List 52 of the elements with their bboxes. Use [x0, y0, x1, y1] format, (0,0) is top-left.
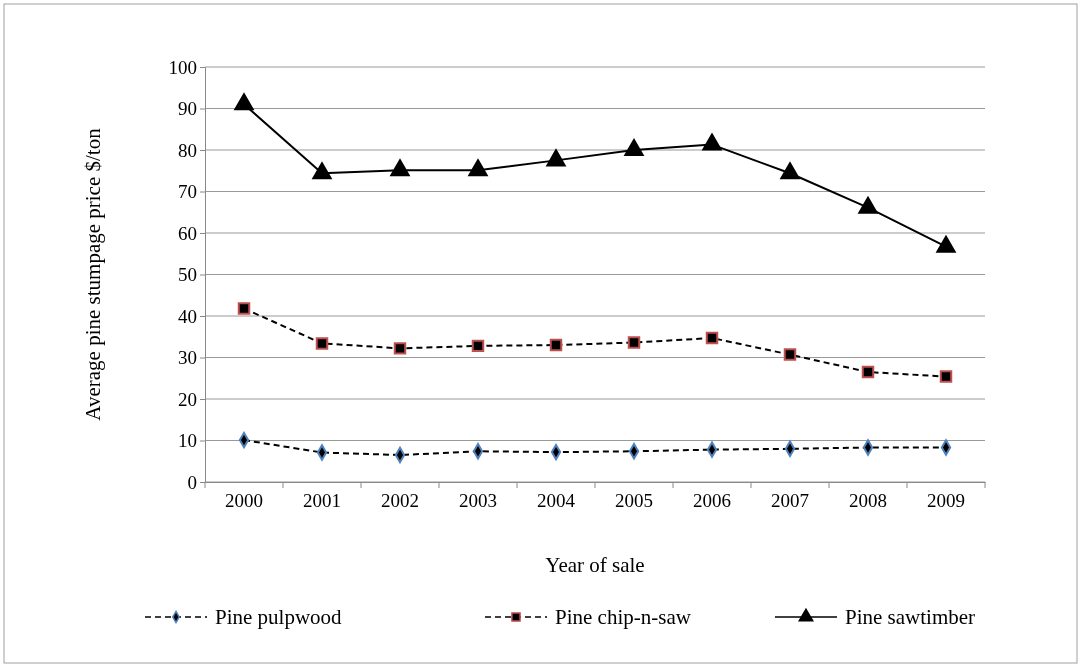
point	[862, 439, 874, 456]
y-tick-label: 90	[178, 98, 197, 120]
legend-label: Pine pulpwood	[215, 605, 343, 629]
point	[237, 302, 251, 315]
point	[312, 162, 332, 180]
x-tick-label: 2005	[615, 490, 653, 512]
y-tick-label: 0	[187, 471, 197, 493]
point	[468, 159, 488, 177]
point	[315, 337, 329, 350]
point	[234, 93, 254, 111]
y-tick-label: 20	[178, 388, 197, 410]
point	[471, 339, 485, 353]
x-tick-label: 2004	[537, 490, 576, 512]
y-tick-label: 100	[168, 56, 197, 78]
y-tick-label: 70	[178, 181, 197, 203]
point	[780, 162, 800, 180]
point	[627, 336, 641, 349]
x-tick-label: 2008	[849, 490, 887, 512]
point	[390, 159, 410, 177]
x-tick-label: 2002	[381, 490, 419, 512]
point	[706, 441, 718, 458]
point	[316, 444, 328, 461]
y-tick-label: 30	[178, 347, 197, 369]
point	[393, 342, 407, 355]
point	[858, 196, 878, 214]
y-tick-label: 80	[178, 139, 197, 161]
x-tick-label: 2000	[225, 490, 263, 512]
x-tick-label: 2006	[693, 490, 731, 512]
y-tick-label: 60	[178, 222, 197, 244]
x-axis-title: Year of sale	[545, 553, 645, 577]
point	[549, 338, 563, 352]
y-tick-label: 10	[178, 430, 197, 452]
x-tick-label: 2001	[303, 490, 341, 512]
point	[472, 443, 484, 460]
y-tick-label: 50	[178, 264, 197, 286]
x-tick-label: 2007	[771, 490, 809, 512]
point	[705, 331, 719, 345]
legend-label: Pine chip-n-saw	[555, 605, 692, 629]
x-tick-label: 2003	[459, 490, 497, 512]
legend-label: Pine sawtimber	[845, 605, 976, 629]
point	[628, 443, 640, 460]
point	[936, 235, 956, 253]
y-axis-title: Average pine stumpage price $/ton	[81, 127, 105, 421]
point	[939, 370, 953, 383]
point	[783, 348, 797, 361]
point	[861, 365, 875, 379]
y-tick-label: 40	[178, 305, 197, 327]
point	[940, 439, 952, 456]
point	[546, 149, 566, 167]
point	[702, 133, 722, 151]
point	[624, 139, 644, 156]
x-tick-label: 2009	[927, 490, 965, 512]
